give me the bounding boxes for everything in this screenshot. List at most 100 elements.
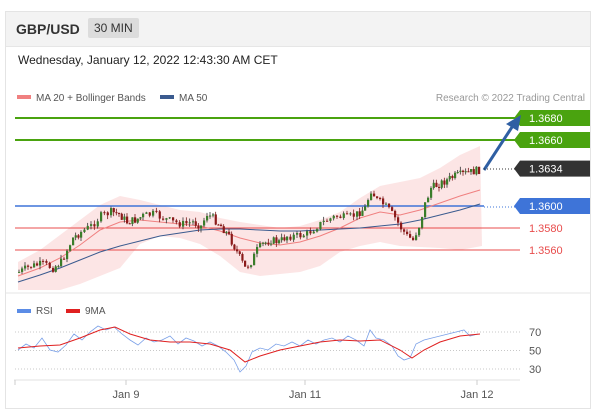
- timeframe-badge[interactable]: 30 MIN: [88, 18, 139, 38]
- candle-body: [443, 180, 446, 185]
- rsi-tick-50: 50: [529, 346, 541, 358]
- level-label-4: 1.3580: [529, 223, 563, 235]
- ma20-line: [17, 189, 481, 277]
- level-label-5: 1.3560: [529, 245, 563, 257]
- candle-body: [142, 213, 145, 218]
- candle-body: [262, 242, 265, 244]
- candle-body: [346, 213, 349, 215]
- candle-body: [225, 231, 228, 234]
- candle-body: [364, 206, 367, 211]
- candle-body: [448, 176, 451, 180]
- candle-body: [451, 176, 454, 179]
- candle-body: [27, 265, 30, 267]
- candle-body: [292, 234, 295, 240]
- candle-body: [464, 171, 467, 173]
- candle-body: [115, 212, 118, 214]
- candle-body: [299, 232, 302, 238]
- rsi-legend-label: RSI: [36, 306, 53, 317]
- candle-body: [391, 207, 394, 211]
- candle-body: [63, 258, 66, 260]
- x-tick-label-1: Jan 11: [289, 389, 321, 401]
- candle-body: [462, 170, 465, 172]
- ma50-line: [17, 203, 481, 283]
- candle-body: [326, 220, 329, 222]
- x-tick-label-2: Jan 12: [460, 389, 493, 401]
- candle-body: [283, 237, 286, 241]
- candle-body: [403, 229, 406, 232]
- candle-body: [382, 198, 385, 205]
- candle-body: [415, 235, 418, 240]
- candle-body: [136, 218, 139, 223]
- candle-body: [203, 220, 206, 226]
- candle-body: [152, 210, 155, 216]
- level-tag-2: [520, 160, 590, 177]
- candle-body: [319, 221, 322, 230]
- candle-body: [339, 216, 342, 218]
- candle-body: [470, 169, 473, 172]
- candle-body: [178, 222, 181, 227]
- candle-body: [83, 229, 86, 232]
- ma9-legend-label: 9MA: [85, 306, 106, 317]
- candle-body: [90, 224, 93, 226]
- candle-body: [200, 225, 203, 229]
- candle-body: [185, 220, 188, 224]
- candle-body: [106, 212, 109, 216]
- level-label-2: 1.3634: [529, 164, 563, 176]
- candle-body: [24, 265, 27, 269]
- candle-body: [367, 200, 370, 207]
- candle-body: [48, 262, 51, 269]
- level-tag-pointer-3: [514, 198, 520, 214]
- candle-body: [33, 263, 36, 268]
- candle-body: [478, 166, 481, 174]
- rsi-tick-70: 70: [529, 327, 541, 339]
- candle-body: [312, 231, 315, 234]
- candle-body: [172, 217, 175, 221]
- candle-body: [427, 197, 430, 203]
- candle-body: [148, 212, 151, 216]
- price-candles: [18, 166, 481, 274]
- candle-body: [259, 243, 262, 248]
- candle-body: [400, 222, 403, 230]
- candle-body: [158, 211, 161, 219]
- level-label-0: 1.3680: [529, 113, 563, 125]
- candle-body: [182, 220, 185, 227]
- candle-body: [322, 220, 325, 222]
- candle-body: [270, 243, 273, 245]
- candle-body: [21, 268, 24, 272]
- level-tag-0: [520, 110, 590, 126]
- candle-body: [60, 258, 63, 267]
- candle-body: [275, 237, 278, 244]
- candle-body: [30, 266, 33, 268]
- candle-body: [456, 172, 459, 174]
- candle-body: [194, 221, 197, 226]
- candle-body: [256, 247, 259, 254]
- candle-body: [192, 221, 195, 223]
- level-tag-1: [520, 132, 590, 148]
- candle-body: [459, 170, 462, 173]
- candle-body: [296, 232, 299, 235]
- level-label-1: 1.3660: [529, 135, 563, 147]
- candle-body: [39, 260, 42, 266]
- bollinger-band: [18, 146, 482, 290]
- candle-body: [421, 217, 424, 228]
- ma9-line: [17, 326, 481, 363]
- candle-body: [110, 208, 113, 216]
- timestamp: Wednesday, January 12, 2022 12:43:30 AM …: [18, 53, 278, 67]
- candle-body: [112, 208, 115, 213]
- candle-body: [238, 251, 241, 255]
- candle-body: [80, 231, 83, 238]
- level-label-3: 1.3600: [529, 201, 563, 213]
- candle-body: [131, 217, 134, 224]
- candle-body: [247, 266, 250, 268]
- candle-body: [302, 235, 305, 238]
- candle-body: [316, 229, 319, 232]
- candle-body: [197, 225, 200, 229]
- candle-body: [168, 217, 171, 219]
- candle-body: [306, 231, 309, 236]
- candle-body: [18, 271, 21, 273]
- candle-body: [230, 233, 233, 245]
- candle-body: [188, 222, 191, 224]
- chart-header: GBP/USD 30 MIN: [6, 12, 590, 47]
- candle-body: [286, 236, 289, 241]
- candle-body: [412, 237, 415, 240]
